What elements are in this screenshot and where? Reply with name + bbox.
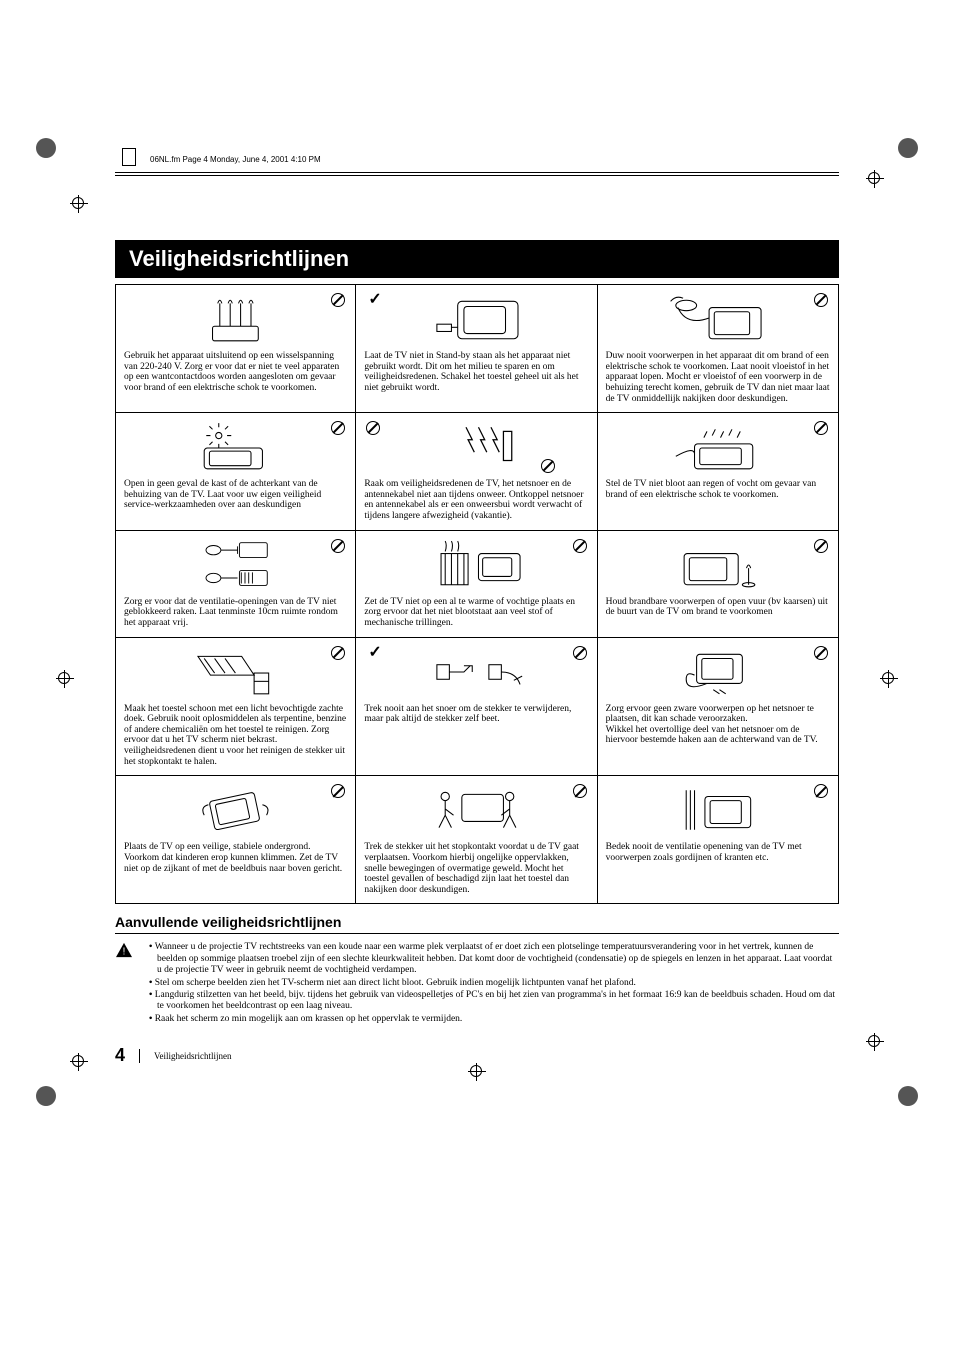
prohibit-icon: [573, 646, 587, 660]
illustration-tv-off: [414, 293, 539, 345]
header-filename-note: 06NL.fm Page 4 Monday, June 4, 2001 4:10…: [150, 155, 321, 164]
cell-rain: Stel de TV niet bloot aan regen of vocht…: [598, 413, 839, 531]
check-icon: ✓: [368, 291, 381, 309]
illustration-tv-cord: [655, 646, 780, 698]
cell-standby: ✓ Laat de TV niet in Stand-by staan als …: [356, 285, 597, 413]
cell-voltage: Gebruik het apparaat uitsluitend op een …: [115, 285, 356, 413]
cell-text: Houd brandbare voorwerpen of open vuur (…: [606, 597, 830, 618]
list-item: Stel om scherpe beelden zien het TV-sche…: [149, 978, 839, 989]
prohibit-icon: [331, 646, 345, 660]
list-item: Raak het scherm zo min mogelijk aan om k…: [149, 1014, 839, 1025]
cell-dont-open: Open in geen geval de kast of de achterk…: [115, 413, 356, 531]
cell-lightning: Raak om veiligheidsredenen de TV, het ne…: [356, 413, 597, 531]
cell-moving: Trek de stekker uit het stopkontakt voor…: [356, 776, 597, 904]
footer-section-label: Veiligheidsrichtlijnen: [154, 1051, 231, 1061]
header-rule: [115, 172, 839, 173]
cell-text: Gebruik het apparaat uitsluitend op een …: [124, 351, 347, 394]
prohibit-icon: [814, 539, 828, 553]
illustration-sun-tv: [173, 421, 298, 473]
prohibit-icon: [573, 539, 587, 553]
prohibit-icon: [814, 646, 828, 660]
cell-text: Stel de TV niet bloot aan regen of vocht…: [606, 479, 830, 500]
cell-cord-pull: ✓ Trek nooit aan het snoer om de stekker…: [356, 638, 597, 777]
footer-separator: [139, 1049, 140, 1063]
illustration-spill: [655, 293, 780, 345]
cell-ventilation: Zorg er voor dat de ventilatie-openingen…: [115, 531, 356, 638]
prohibit-icon: [814, 293, 828, 307]
list-item: Langdurig stilzetten van het beeld, bijv…: [149, 990, 839, 1013]
cell-cover-vents: Bedek nooit de ventilatie openening van …: [598, 776, 839, 904]
prohibit-icon: [331, 784, 345, 798]
page: 06NL.fm Page 4 Monday, June 4, 2001 4:10…: [0, 0, 954, 1146]
cell-text: Duw nooit voorwerpen in het apparaat dit…: [606, 351, 830, 404]
cell-text: Trek de stekker uit het stopkontakt voor…: [364, 842, 588, 895]
svg-text:!: !: [123, 947, 126, 958]
cell-stable-surface: Plaats de TV op een veilige, stabiele on…: [115, 776, 356, 904]
page-title: Veiligheidsrichtlijnen: [115, 240, 839, 278]
illustration-rain-tv: [655, 421, 780, 473]
prohibit-icon: [331, 539, 345, 553]
cell-text: Trek nooit aan het snoer om de stekker t…: [364, 704, 588, 725]
document-icon: [122, 148, 136, 166]
page-footer: 4 Veiligheidsrichtlijnen: [115, 1045, 839, 1066]
prohibit-icon: [814, 421, 828, 435]
illustration-candle: [655, 539, 780, 591]
prohibit-icon: [814, 784, 828, 798]
page-number: 4: [115, 1045, 125, 1066]
cell-flammable: Houd brandbare voorwerpen of open vuur (…: [598, 531, 839, 638]
illustration-curtain: [655, 784, 780, 836]
cell-text: Plaats de TV op een veilige, stabiele on…: [124, 842, 347, 874]
prohibit-icon: [366, 421, 380, 435]
illustration-storm: [414, 421, 539, 473]
warning-triangle-icon: !: [115, 942, 133, 958]
illustration-clearance: [180, 539, 291, 591]
cell-text: Zorg er voor dat de ventilatie-openingen…: [124, 597, 347, 629]
prohibit-icon: [541, 459, 555, 473]
illustration-plugs: [173, 293, 298, 345]
cell-text: Bedek nooit de ventilatie openening van …: [606, 842, 830, 863]
cell-text: Raak om veiligheidsredenen de TV, het ne…: [364, 479, 588, 522]
safety-grid: Gebruik het apparaat uitsluitend op een …: [115, 284, 839, 904]
cell-objects-liquid: Duw nooit voorwerpen in het apparaat dit…: [598, 285, 839, 413]
cell-cord-weight: Zorg ervoor geen zware voorwerpen op het…: [598, 638, 839, 777]
illustration-tilt-tv: [173, 784, 298, 836]
illustration-clean: [173, 646, 298, 698]
additional-guidelines-list: ! Wanneer u de projectie TV rechtstreeks…: [115, 942, 839, 1025]
cell-text: Laat de TV niet in Stand-by staan als he…: [364, 351, 588, 394]
check-icon: ✓: [368, 644, 381, 662]
prohibit-icon: [331, 293, 345, 307]
cell-text: Zet de TV niet op een al te warme of voc…: [364, 597, 588, 629]
list-item: Wanneer u de projectie TV rechtstreeks v…: [149, 942, 839, 976]
cell-text: Open in geen geval de kast of de achterk…: [124, 479, 347, 511]
subheading: Aanvullende veiligheidsrichtlijnen: [115, 914, 839, 934]
cell-text: Maak het toestel schoon met een licht be…: [124, 704, 347, 768]
illustration-plug-pull: [414, 646, 539, 698]
cell-cleaning: Maak het toestel schoon met een licht be…: [115, 638, 356, 777]
prohibit-icon: [331, 421, 345, 435]
prohibit-icon: [573, 784, 587, 798]
illustration-radiator: [414, 539, 539, 591]
illustration-carry: [414, 784, 539, 836]
cell-text: Zorg ervoor geen zware voorwerpen op het…: [606, 704, 830, 747]
cell-heat-dust: Zet de TV niet op een al te warme of voc…: [356, 531, 597, 638]
header-rule-2: [115, 175, 839, 176]
